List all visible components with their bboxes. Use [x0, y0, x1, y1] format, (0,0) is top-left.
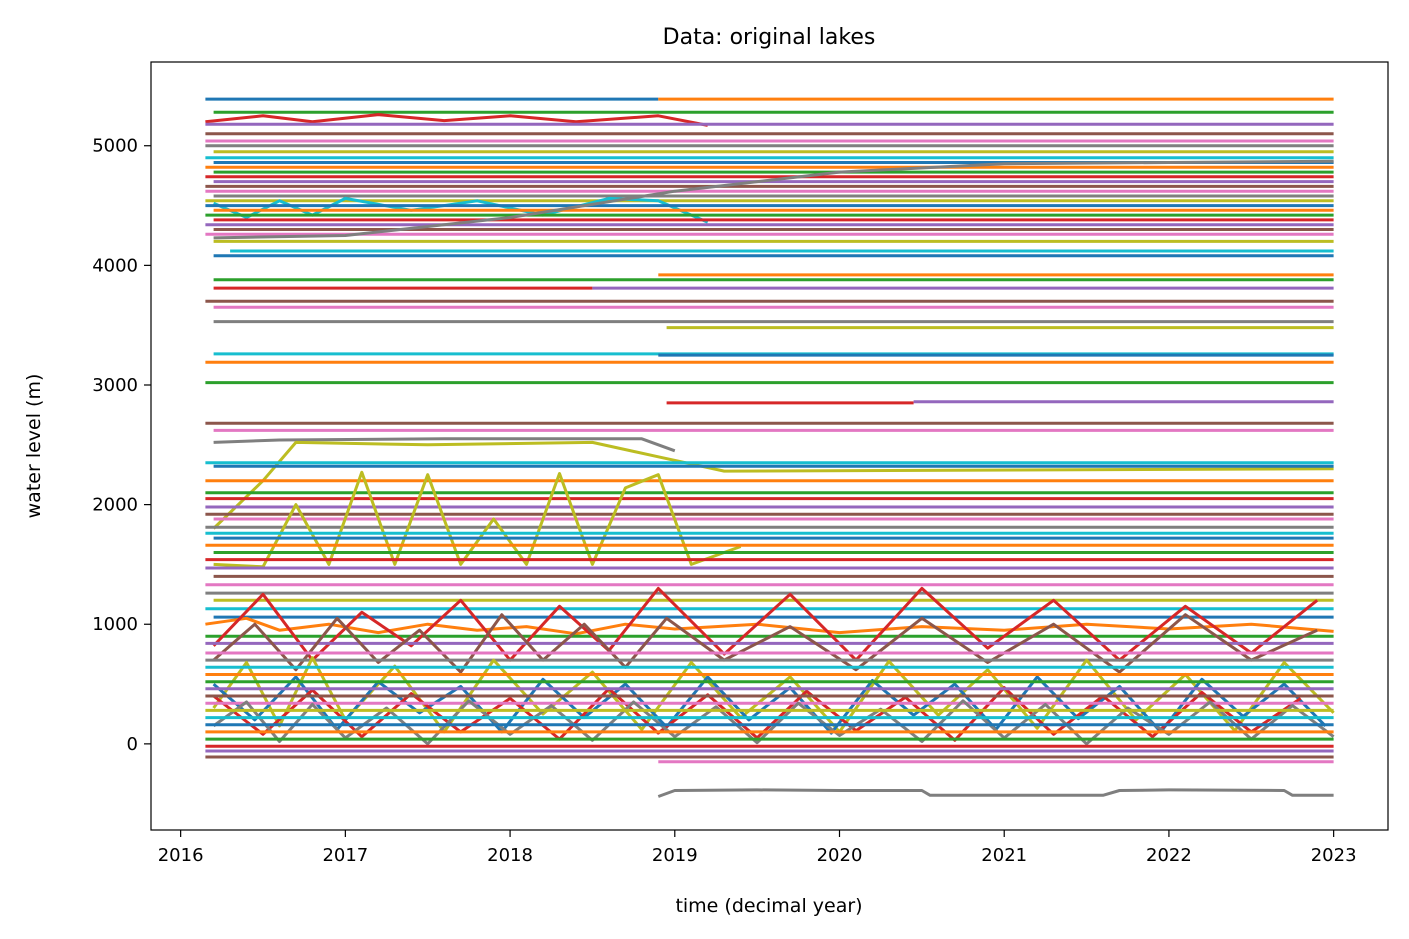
x-tick-label: 2020 [817, 845, 863, 866]
y-tick-label: 3000 [92, 375, 138, 396]
series-lines [205, 97, 1335, 798]
y-tick-label: 5000 [92, 136, 138, 157]
x-tick-label: 2017 [322, 845, 368, 866]
x-axis: 2016 2017 2018 2019 2020 2021 2022 2023 [158, 830, 1357, 866]
x-tick-label: 2023 [1311, 845, 1357, 866]
x-tick-label: 2022 [1146, 845, 1192, 866]
x-axis-label: time (decimal year) [675, 895, 862, 917]
x-tick-label: 2019 [652, 845, 698, 866]
y-tick-label: 0 [127, 734, 138, 755]
series-line [657, 788, 1334, 798]
y-axis-label: water level (m) [23, 374, 45, 519]
series-line [212, 586, 1319, 662]
x-tick-label: 2021 [981, 845, 1027, 866]
y-tick-label: 4000 [92, 255, 138, 276]
x-tick-label: 2016 [158, 845, 204, 866]
plot-frame [150, 61, 1389, 831]
series-line [212, 440, 1334, 530]
series-line [213, 437, 676, 453]
x-tick-label: 2018 [487, 845, 533, 866]
series-line [212, 613, 1318, 674]
y-axis: 0 1000 2000 3000 4000 5000 [92, 136, 151, 755]
y-tick-label: 1000 [92, 614, 138, 635]
chart-title: Data: original lakes [663, 25, 876, 50]
series-line [213, 159, 1334, 240]
series-line [205, 616, 1334, 636]
y-tick-label: 2000 [92, 495, 138, 516]
series-line [205, 113, 708, 127]
